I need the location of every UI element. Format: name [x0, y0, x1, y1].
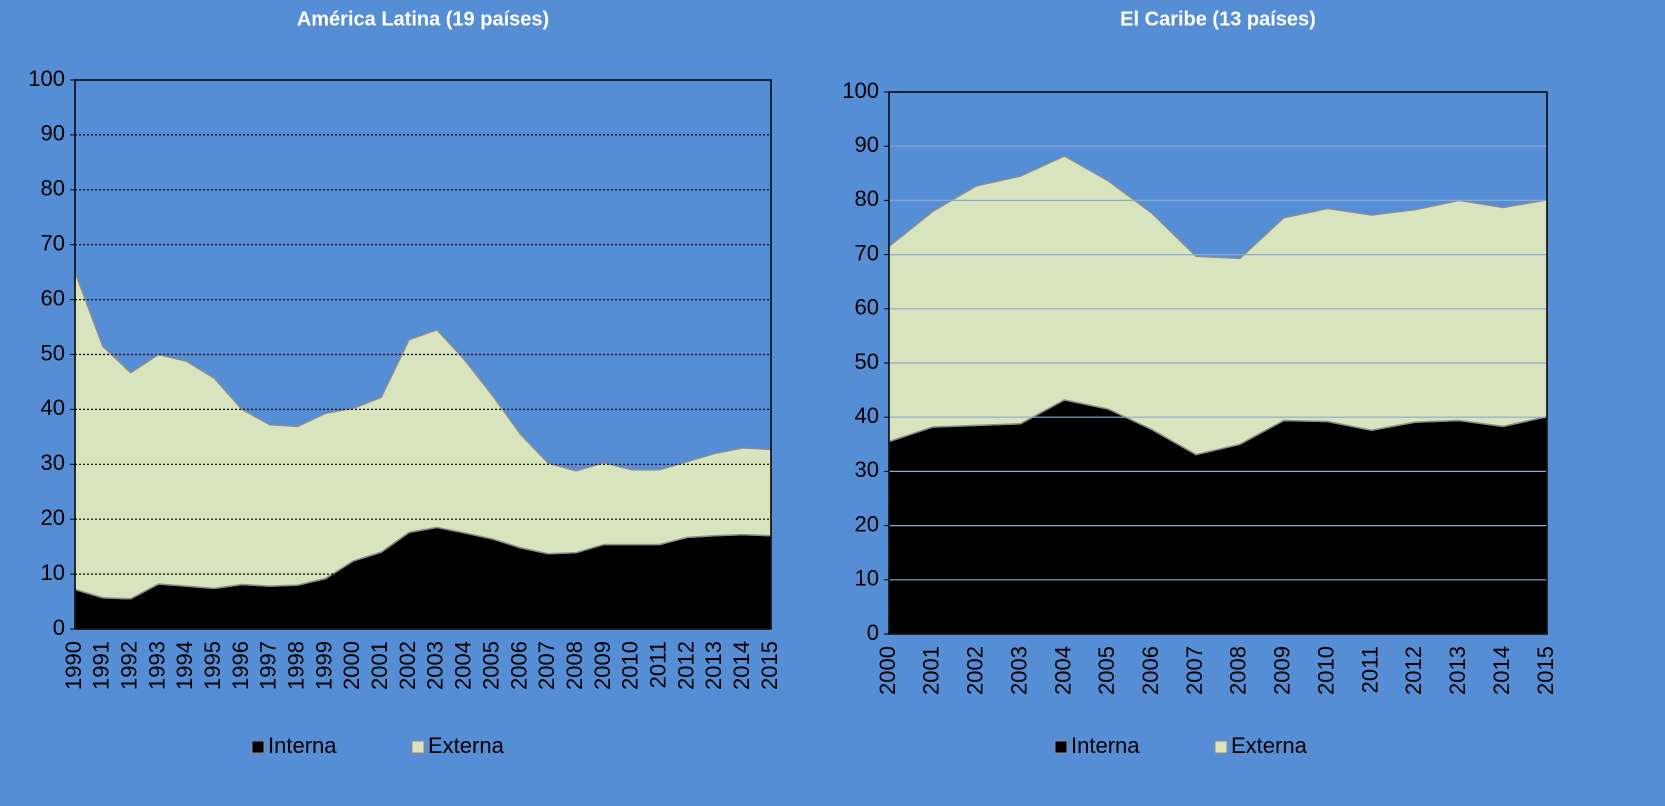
- x-tick-label: 1996: [228, 641, 253, 690]
- x-tick-label: 2014: [729, 641, 754, 690]
- x-tick-label: 2006: [506, 641, 531, 690]
- y-tick-label: 10: [855, 566, 879, 591]
- x-tick-label: 2015: [757, 641, 782, 690]
- y-tick-label: 90: [41, 121, 65, 146]
- x-tick-label: 2012: [673, 641, 698, 690]
- y-tick-label: 70: [41, 231, 65, 256]
- x-tick-label: 1991: [89, 641, 114, 690]
- y-tick-label: 30: [41, 450, 65, 475]
- chart-title: El Caribe (13 países): [1120, 8, 1316, 30]
- x-tick-label: 2000: [875, 646, 900, 695]
- x-tick-label: 2010: [618, 641, 643, 690]
- y-tick-label: 60: [41, 285, 65, 310]
- y-tick-label: 0: [53, 615, 65, 640]
- x-tick-label: 2010: [1313, 646, 1338, 695]
- x-tick-label: 2004: [451, 641, 476, 690]
- y-tick-label: 10: [41, 560, 65, 585]
- x-tick-label: 1993: [144, 641, 169, 690]
- chart-title: América Latina (19 países): [297, 8, 549, 30]
- plot-frame: [74, 79, 772, 630]
- y-tick-label: 90: [855, 132, 879, 157]
- x-tick-label: 2003: [1006, 646, 1031, 695]
- x-tick-label: 1994: [172, 641, 197, 690]
- x-tick-label: 2015: [1533, 646, 1558, 695]
- y-tick-label: 100: [842, 78, 879, 103]
- legend-swatch: [1214, 740, 1228, 754]
- x-tick-label: 2007: [534, 641, 559, 690]
- x-tick-label: 1990: [61, 641, 86, 690]
- legend-swatch: [251, 740, 265, 754]
- y-tick-label: 20: [855, 511, 879, 536]
- x-tick-label: 2007: [1182, 646, 1207, 695]
- x-tick-label: 2002: [395, 641, 420, 690]
- y-tick-label: 40: [855, 403, 879, 428]
- y-tick-label: 60: [855, 295, 879, 320]
- legend-label: Externa: [428, 733, 505, 758]
- y-tick-label: 30: [855, 457, 879, 482]
- plot-frame: [888, 91, 1548, 635]
- x-tick-label: 1992: [116, 641, 141, 690]
- legend-label: Externa: [1231, 733, 1308, 758]
- x-tick-label: 2009: [1270, 646, 1295, 695]
- y-tick-label: 0: [867, 620, 879, 645]
- x-tick-label: 2000: [339, 641, 364, 690]
- y-tick-label: 80: [41, 176, 65, 201]
- x-tick-label: 2012: [1401, 646, 1426, 695]
- y-tick-label: 20: [41, 505, 65, 530]
- x-tick-label: 2005: [1094, 646, 1119, 695]
- y-tick-label: 80: [855, 186, 879, 211]
- x-tick-label: 1997: [256, 641, 281, 690]
- x-tick-label: 2006: [1138, 646, 1163, 695]
- legend-label: Interna: [1071, 733, 1140, 758]
- x-tick-label: 2005: [478, 641, 503, 690]
- x-tick-label: 2001: [367, 641, 392, 690]
- x-tick-label: 2008: [562, 641, 587, 690]
- y-tick-label: 50: [41, 340, 65, 365]
- x-tick-label: 2004: [1050, 646, 1075, 695]
- x-tick-label: 1999: [311, 641, 336, 690]
- x-tick-label: 2011: [645, 641, 670, 688]
- y-tick-label: 70: [855, 240, 879, 265]
- legend-label: Interna: [268, 733, 337, 758]
- x-tick-label: 2002: [963, 646, 988, 695]
- x-tick-label: 2001: [919, 646, 944, 695]
- y-tick-label: 50: [855, 349, 879, 374]
- x-tick-label: 2014: [1489, 646, 1514, 695]
- x-tick-label: 2013: [701, 641, 726, 690]
- x-tick-label: 2013: [1445, 646, 1470, 695]
- x-tick-label: 1995: [200, 641, 225, 690]
- x-tick-label: 2003: [423, 641, 448, 690]
- x-tick-label: 2011: [1357, 646, 1382, 693]
- x-tick-label: 2009: [590, 641, 615, 690]
- x-tick-label: 1998: [284, 641, 309, 690]
- x-tick-label: 2008: [1226, 646, 1251, 695]
- legend-swatch: [1054, 740, 1068, 754]
- y-tick-label: 40: [41, 395, 65, 420]
- y-tick-label: 100: [28, 66, 65, 91]
- legend-swatch: [411, 740, 425, 754]
